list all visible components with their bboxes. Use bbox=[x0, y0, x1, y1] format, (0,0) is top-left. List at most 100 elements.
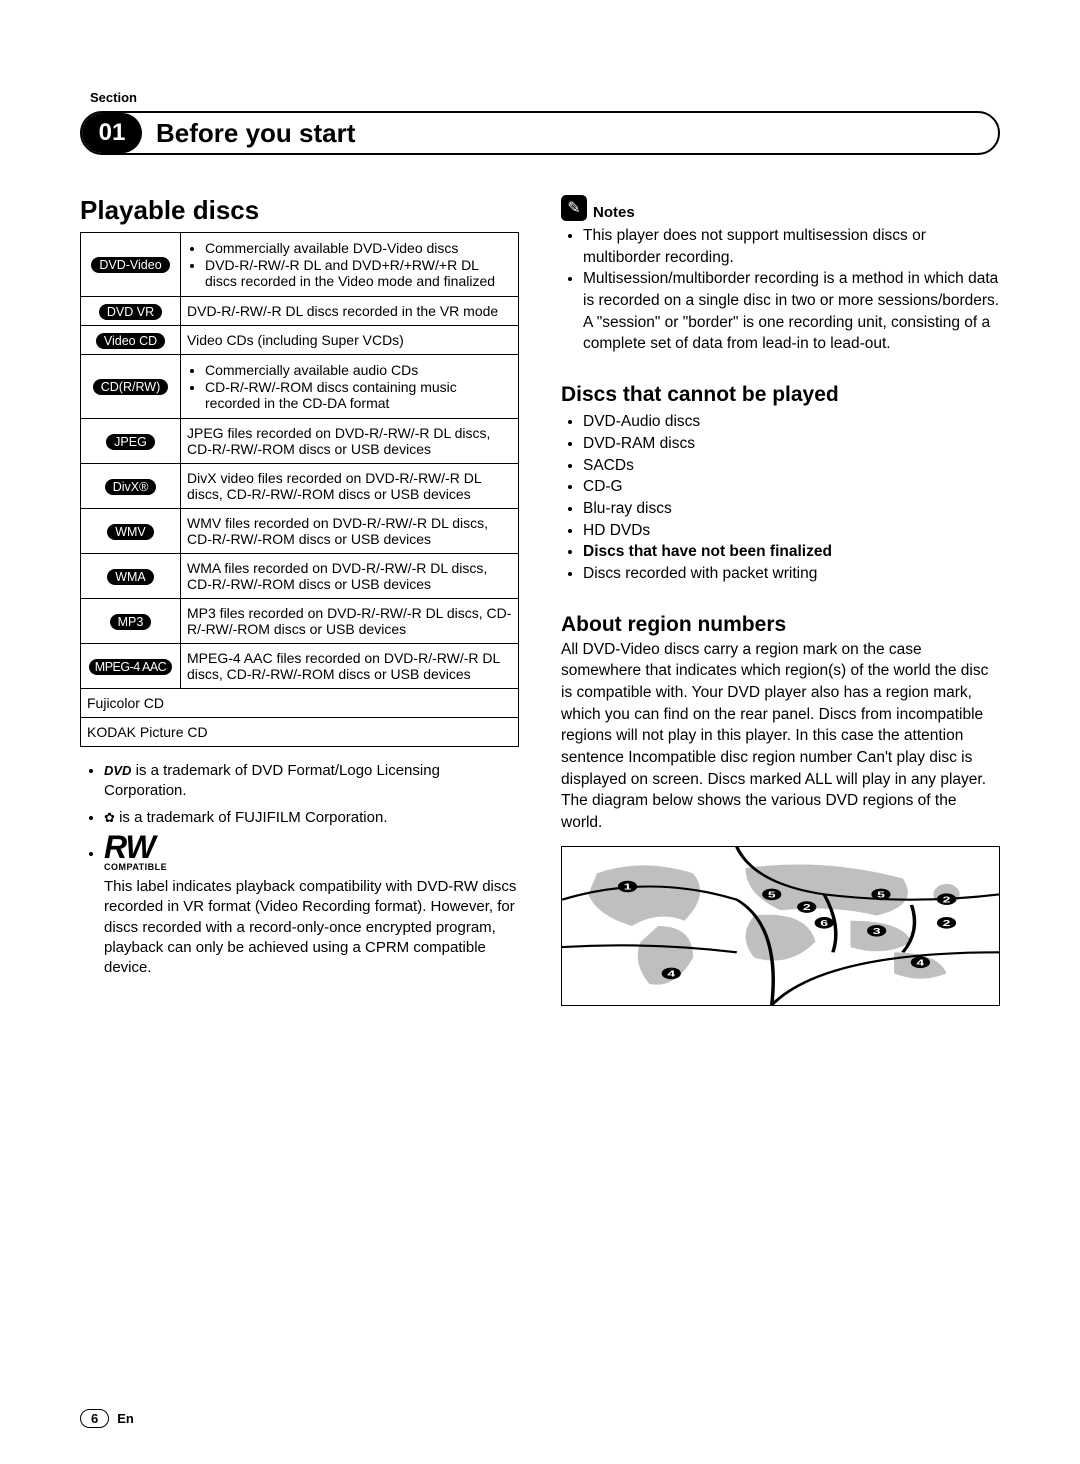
rw-compatible-note: RW COMPATIBLE This label indicates playb… bbox=[104, 834, 519, 979]
trademark-dvd: DVD is a trademark of DVD Format/Logo Li… bbox=[104, 761, 519, 802]
chapter-header: 01 Before you start bbox=[80, 111, 1000, 155]
cannot-play-item: DVD-RAM discs bbox=[583, 433, 1000, 455]
disc-badge-cell: CD(R/RW) bbox=[81, 355, 181, 419]
disc-desc-cell: DVD-R/-RW/-R DL discs recorded in the VR… bbox=[181, 297, 519, 326]
region-label: 5 bbox=[768, 891, 776, 900]
table-row: DVD VR DVD-R/-RW/-R DL discs recorded in … bbox=[81, 297, 519, 326]
table-row: DivX® DivX video files recorded on DVD-R/… bbox=[81, 464, 519, 509]
table-row: CD(R/RW) Commercially available audio CDs… bbox=[81, 355, 519, 419]
cannot-play-item: DVD-Audio discs bbox=[583, 411, 1000, 433]
table-row: Video CD Video CDs (including Super VCDs) bbox=[81, 326, 519, 355]
disc-badge-cell: MPEG-4 AAC bbox=[81, 644, 181, 689]
region-label: 2 bbox=[803, 903, 811, 912]
rw-compatible-text: This label indicates playback compatibil… bbox=[104, 877, 519, 978]
table-row: WMA WMA files recorded on DVD-R/-RW/-R DL… bbox=[81, 554, 519, 599]
disc-badge: JPEG bbox=[106, 434, 155, 450]
disc-badge-cell: DVD-Video bbox=[81, 233, 181, 297]
disc-bullet: Commercially available audio CDs bbox=[205, 362, 512, 378]
disc-badge: MP3 bbox=[110, 614, 152, 630]
disc-desc-cell: WMV files recorded on DVD-R/-RW/-R DL di… bbox=[181, 509, 519, 554]
disc-span-cell: KODAK Picture CD bbox=[81, 718, 519, 747]
disc-bullet: Commercially available DVD-Video discs bbox=[205, 240, 512, 256]
table-row: Fujicolor CD bbox=[81, 689, 519, 718]
disc-badge-cell: Video CD bbox=[81, 326, 181, 355]
page-number: 6 bbox=[80, 1409, 109, 1428]
disc-badge-cell: MP3 bbox=[81, 599, 181, 644]
notes-title: Notes bbox=[593, 204, 635, 221]
disc-desc-cell: WMA files recorded on DVD-R/-RW/-R DL di… bbox=[181, 554, 519, 599]
note-item: This player does not support multisessio… bbox=[583, 225, 1000, 268]
page-footer: 6 En bbox=[80, 1409, 134, 1428]
rw-logo-icon: RW bbox=[104, 834, 519, 861]
playable-discs-heading: Playable discs bbox=[80, 195, 519, 226]
disc-desc-cell: DivX video files recorded on DVD-R/-RW/-… bbox=[181, 464, 519, 509]
cannot-play-item: Discs recorded with packet writing bbox=[583, 563, 1000, 585]
table-row: MPEG-4 AAC MPEG-4 AAC files recorded on D… bbox=[81, 644, 519, 689]
disc-badge-cell: DivX® bbox=[81, 464, 181, 509]
trademark-dvd-text: is a trademark of DVD Format/Logo Licens… bbox=[104, 762, 440, 799]
disc-desc-cell: JPEG files recorded on DVD-R/-RW/-R DL d… bbox=[181, 419, 519, 464]
disc-badge-cell: WMA bbox=[81, 554, 181, 599]
cannot-play-item: HD DVDs bbox=[583, 520, 1000, 542]
region-label: 6 bbox=[820, 919, 828, 928]
disc-desc-cell: Commercially available audio CDsCD-R/-RW… bbox=[181, 355, 519, 419]
cannot-play-item: CD-G bbox=[583, 476, 1000, 498]
table-row: WMV WMV files recorded on DVD-R/-RW/-R DL… bbox=[81, 509, 519, 554]
playable-discs-table: DVD-Video Commercially available DVD-Vide… bbox=[80, 232, 519, 747]
note-item: Multisession/multiborder recording is a … bbox=[583, 268, 1000, 355]
fujifilm-leaf-icon: ✿ bbox=[104, 810, 115, 825]
page-language: En bbox=[117, 1411, 134, 1426]
section-label: Section bbox=[90, 90, 1000, 105]
disc-badge: Video CD bbox=[96, 333, 165, 349]
table-row: DVD-Video Commercially available DVD-Vide… bbox=[81, 233, 519, 297]
trademark-fujifilm: ✿ is a trademark of FUJIFILM Corporation… bbox=[104, 808, 519, 828]
disc-badge: CD(R/RW) bbox=[93, 379, 168, 395]
right-column: ✎ Notes This player does not support mul… bbox=[561, 195, 1000, 1006]
disc-badge-cell: JPEG bbox=[81, 419, 181, 464]
chapter-number: 01 bbox=[82, 113, 142, 153]
table-row: MP3 MP3 files recorded on DVD-R/-RW/-R DL… bbox=[81, 599, 519, 644]
disc-badge: DVD-Video bbox=[91, 257, 169, 273]
cannot-play-heading: Discs that cannot be played bbox=[561, 383, 1000, 407]
trademark-fuji-text: is a trademark of FUJIFILM Corporation. bbox=[115, 809, 388, 826]
cannot-play-item: SACDs bbox=[583, 455, 1000, 477]
region-label: 5 bbox=[877, 891, 885, 900]
dvd-logo-icon: DVD bbox=[104, 763, 131, 778]
region-label: 2 bbox=[943, 919, 951, 928]
pencil-icon: ✎ bbox=[561, 195, 587, 221]
disc-badge: MPEG-4 AAC bbox=[89, 659, 172, 675]
region-body-text: All DVD-Video discs carry a region mark … bbox=[561, 639, 1000, 834]
region-label: 4 bbox=[916, 959, 924, 968]
region-map: 1 2 2 2 3 4 4 5 5 6 bbox=[561, 846, 1000, 1006]
disc-desc-cell: MPEG-4 AAC files recorded on DVD-R/-RW/-… bbox=[181, 644, 519, 689]
chapter-title: Before you start bbox=[142, 118, 355, 149]
disc-badge: WMV bbox=[107, 524, 154, 540]
disc-desc-cell: Video CDs (including Super VCDs) bbox=[181, 326, 519, 355]
disc-badge-cell: WMV bbox=[81, 509, 181, 554]
disc-badge-cell: DVD VR bbox=[81, 297, 181, 326]
notes-header: ✎ Notes bbox=[561, 195, 1000, 221]
cannot-play-item: Blu-ray discs bbox=[583, 498, 1000, 520]
notes-list: This player does not support multisessio… bbox=[561, 225, 1000, 355]
region-label: 3 bbox=[873, 927, 881, 936]
table-row: KODAK Picture CD bbox=[81, 718, 519, 747]
left-column: Playable discs DVD-Video Commercially ava… bbox=[80, 195, 519, 1006]
disc-bullet: DVD-R/-RW/-R DL and DVD+R/+RW/+R DL disc… bbox=[205, 257, 512, 289]
disc-desc-cell: MP3 files recorded on DVD-R/-RW/-R DL di… bbox=[181, 599, 519, 644]
disc-desc-cell: Commercially available DVD-Video discsDV… bbox=[181, 233, 519, 297]
table-row: JPEG JPEG files recorded on DVD-R/-RW/-R … bbox=[81, 419, 519, 464]
cannot-play-item: Discs that have not been finalized bbox=[583, 541, 1000, 563]
region-label: 2 bbox=[943, 896, 951, 905]
disc-bullet: CD-R/-RW/-ROM discs containing music rec… bbox=[205, 379, 512, 411]
disc-badge: WMA bbox=[107, 569, 154, 585]
trademark-notes: DVD is a trademark of DVD Format/Logo Li… bbox=[80, 761, 519, 978]
disc-span-cell: Fujicolor CD bbox=[81, 689, 519, 718]
world-map-svg: 1 2 2 2 3 4 4 5 5 6 bbox=[562, 847, 999, 1005]
disc-badge: DivX® bbox=[105, 479, 157, 495]
rw-compatible-label: COMPATIBLE bbox=[104, 861, 519, 873]
cannot-play-list: DVD-Audio discsDVD-RAM discsSACDsCD-GBlu… bbox=[561, 411, 1000, 585]
region-label: 4 bbox=[667, 970, 675, 979]
region-label: 1 bbox=[624, 883, 632, 892]
region-heading: About region numbers bbox=[561, 613, 1000, 637]
disc-badge: DVD VR bbox=[99, 304, 162, 320]
